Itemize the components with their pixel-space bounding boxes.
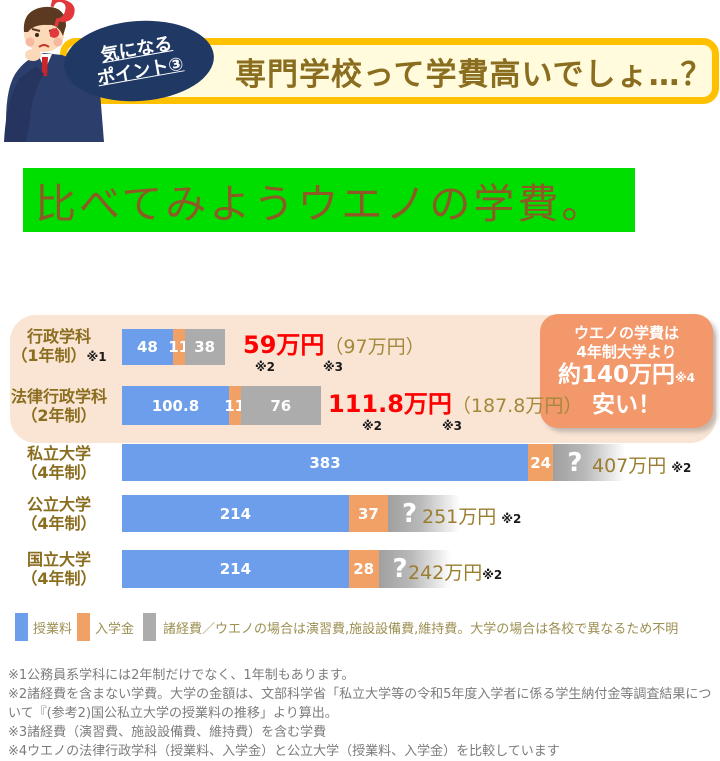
row-label: 法律行政学科 （2年制） [10, 386, 107, 425]
tie [42, 57, 48, 76]
bar-entrance: 28 [348, 550, 379, 588]
legend-swatch-entrance [77, 613, 90, 641]
row-total: 251万円 ※2 [422, 506, 522, 528]
frown-mouth [38, 44, 50, 48]
bar-tuition: 214 [122, 550, 349, 588]
chart-legend: 授業料 入学金 諸経費／ウエノの場合は演習費,施設設備費,維持費。大学の場合は各… [0, 613, 720, 643]
eye-right [50, 33, 54, 37]
row-label: 公立大学 （4年制） [21, 494, 97, 533]
note-3: ※3 [442, 419, 463, 433]
callout-line-4: 安い！ [592, 391, 661, 418]
chart-row-kokuritsu: 国立大学 （4年制） 214 28 ? 242万円※2 [0, 550, 720, 588]
chart-row-koritsu: 公立大学 （4年制） 214 37 ? 251万円 ※2 [0, 494, 720, 533]
blush-right [53, 37, 63, 47]
footnote-line: ※1公務員系学科には2年制だけでなく、1年制もあります。 [8, 668, 355, 683]
note-2: ※2 [255, 360, 276, 374]
callout-note: ※4 [675, 370, 696, 385]
callout-line-1: ウエノの学費は [573, 323, 679, 342]
savings-callout: ウエノの学費は 4年制大学より 約140万円※4 安い！ [540, 314, 713, 428]
row-label: 行政学科 （1年制）※1 [11, 327, 107, 365]
stacked-bar: 383 24 ? [122, 444, 626, 481]
stacked-bar: 48 11 38 [122, 329, 225, 365]
unknown-question-mark: ? [567, 447, 583, 478]
bar-tuition: 100.8 [122, 386, 229, 425]
stacked-bar: 214 28 ? [122, 550, 451, 588]
note-2: ※2 [362, 419, 383, 433]
bar-other: 76 [240, 386, 322, 425]
footnote-line: いて『(参考2)国公私立大学の授業料の推移」より算出。 [8, 706, 338, 721]
footnotes: ※1公務員系学科には2年制だけでなく、1年制もあります。 ※2諸経費を含まない学… [8, 666, 720, 761]
hand-on-chin [25, 49, 41, 61]
row-total: 59万円（97万円） ※2 ※3 [243, 331, 425, 374]
callout-line-2: 4年制大学より [576, 342, 677, 361]
banner-question-text: 専門学校って学費高いでしょ…？ [235, 56, 713, 93]
unknown-question-mark: ? [392, 554, 408, 584]
legend-label-tuition: 授業料 [33, 621, 73, 637]
crossed-arm [4, 66, 44, 142]
legend-swatch-tuition [15, 613, 28, 641]
blush-left [25, 37, 35, 47]
row-label: 国立大学 （4年制） [21, 550, 97, 588]
row-total: 242万円※2 [408, 562, 503, 584]
note-2: ※2 [671, 461, 692, 475]
eye-left [35, 33, 39, 37]
bar-entrance: 24 [527, 444, 554, 481]
bar-unknown: ? [553, 444, 626, 481]
legend-label-entrance: 入学金 [95, 621, 135, 637]
callout-amount: 約140万円※4 [557, 361, 696, 388]
thinking-man-illustration [4, 6, 104, 142]
footnote-line: ※2諸経費を含まない学費。大学の金額は、文部科学省「私立大学等の令和5年度入学者… [8, 687, 712, 702]
bar-unknown: ? [378, 550, 451, 588]
legend-swatch-other [143, 613, 156, 641]
footnote-line: ※3諸経費（演習費、施設設備費、維持費）を含む学費 [8, 725, 327, 740]
row-total: 407万円 ※2 [592, 455, 692, 477]
note-2: ※2 [482, 568, 503, 582]
stacked-bar: 214 37 ? [122, 495, 461, 532]
chart-row-gyosei: 行政学科 （1年制）※1 48 11 38 59万円（97万円） ※2 ※3 [0, 327, 720, 374]
hair [23, 6, 66, 36]
eyebrow-left [31, 28, 41, 32]
eyebrow-right [48, 28, 58, 32]
section-title-highlight: 比べてみようウエノの学費。 [23, 168, 635, 232]
chart-row-horitsu: 法律行政学科 （2年制） 100.8 11 76 111.8万円（187.8万円… [0, 386, 720, 433]
unknown-question-mark: ? [402, 498, 418, 529]
footnote-line: ※4ウエノの法律行政学科（授業料、入学金）と公立大学（授業料、入学金）を比較して… [8, 744, 560, 759]
bar-other: 38 [184, 329, 225, 365]
bar-entrance: 11 [168, 329, 189, 365]
bar-tuition: 48 [122, 329, 173, 365]
bar-entrance: 37 [348, 495, 389, 532]
row-label: 私立大学 （4年制） [21, 443, 97, 482]
label-note: ※1 [86, 350, 107, 364]
row-total: 111.8万円（187.8万円） ※2 ※3 [328, 390, 583, 433]
note-2: ※2 [501, 512, 522, 526]
bar-tuition: 383 [122, 444, 528, 481]
section-title: 比べてみようウエノの学費。 [35, 180, 606, 228]
bar-unknown: ? [388, 495, 461, 532]
note-3: ※3 [323, 360, 344, 374]
bar-tuition: 214 [122, 495, 349, 532]
stacked-bar: 100.8 11 76 [122, 386, 322, 425]
bar-entrance: 11 [224, 386, 245, 425]
chart-row-shiritsu: 私立大学 （4年制） 383 24 ? 407万円 ※2 [0, 443, 720, 482]
legend-label-other: 諸経費／ウエノの場合は演習費,施設設備費,維持費。大学の場合は各校で異なるため不… [163, 621, 679, 637]
